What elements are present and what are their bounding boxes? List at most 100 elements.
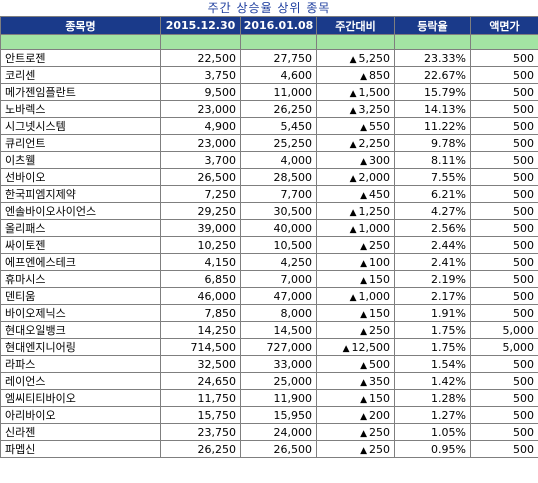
table-row: 파멥신 26,250 26,500 ▲ 250 0.95% 500 — [0, 440, 538, 458]
table-row: 덴티움 46,000 47,000 ▲ 1,000 2.17% 500 — [0, 287, 538, 305]
par-value: 500 — [470, 372, 538, 390]
par-value: 500 — [470, 236, 538, 254]
price-2016-01-08: 7,700 — [240, 185, 317, 203]
weekly-change: ▲ 2,250 — [316, 134, 395, 152]
stock-name: 에프엔에스테크 — [0, 253, 161, 271]
table-row: 라파스 32,500 33,000 ▲ 500 1.54% 500 — [0, 355, 538, 373]
weekly-change: ▲ 850 — [316, 66, 395, 84]
weekly-change: ▲ 150 — [316, 270, 395, 288]
weekly-change: ▲ 350 — [316, 372, 395, 390]
change-rate: 2.56% — [394, 219, 471, 237]
weekly-change: ▲ 100 — [316, 253, 395, 271]
change-value: 1,250 — [358, 204, 391, 218]
weekly-change: ▲ 500 — [316, 355, 395, 373]
weekly-change: ▲ 1,250 — [316, 202, 395, 220]
price-2015-12-30: 4,150 — [160, 253, 241, 271]
par-value: 500 — [470, 440, 538, 458]
price-2016-01-08: 14,500 — [240, 321, 317, 339]
change-rate: 2.41% — [394, 253, 471, 271]
stock-name: 휴마시스 — [0, 270, 161, 288]
price-2016-01-08: 4,600 — [240, 66, 317, 84]
weekly-change: ▲ 1,000 — [316, 219, 395, 237]
change-rate: 1.42% — [394, 372, 471, 390]
price-2015-12-30: 23,000 — [160, 100, 241, 118]
change-rate: 22.67% — [394, 66, 471, 84]
change-value: 250 — [369, 425, 390, 439]
change-rate: 1.05% — [394, 423, 471, 441]
weekly-change: ▲ 250 — [316, 423, 395, 441]
triangle-up-icon: ▲ — [360, 394, 367, 405]
price-2016-01-08: 7,000 — [240, 270, 317, 288]
par-value: 500 — [470, 355, 538, 373]
par-value: 500 — [470, 151, 538, 169]
triangle-up-icon: ▲ — [360, 377, 367, 388]
par-value: 5,000 — [470, 338, 538, 356]
par-value: 500 — [470, 185, 538, 203]
par-value: 500 — [470, 406, 538, 424]
header-rate: 등락율 — [394, 16, 471, 35]
stock-name: 현대엔지니어링 — [0, 338, 161, 356]
price-2016-01-08: 727,000 — [240, 338, 317, 356]
header-date-1: 2015.12.30 — [160, 16, 241, 35]
header-weekly-change: 주간대비 — [316, 16, 395, 35]
change-rate: 15.79% — [394, 83, 471, 101]
par-value: 500 — [470, 168, 538, 186]
change-value: 200 — [369, 408, 390, 422]
table-row: 레이언스 24,650 25,000 ▲ 350 1.42% 500 — [0, 372, 538, 390]
par-value: 500 — [470, 287, 538, 305]
table-row: 싸이토젠 10,250 10,500 ▲ 250 2.44% 500 — [0, 236, 538, 254]
price-2016-01-08: 4,000 — [240, 151, 317, 169]
change-value: 150 — [369, 306, 390, 320]
change-value: 850 — [369, 68, 390, 82]
triangle-up-icon: ▲ — [349, 54, 357, 65]
price-2016-01-08: 11,900 — [240, 389, 317, 407]
table-row: 이츠웰 3,700 4,000 ▲ 300 8.11% 500 — [0, 151, 538, 169]
table-row: 엠씨티티바이오 11,750 11,900 ▲ 150 1.28% 500 — [0, 389, 538, 407]
stock-name: 라파스 — [0, 355, 161, 373]
header-name: 종목명 — [0, 16, 161, 35]
change-value: 1,000 — [358, 221, 391, 235]
price-2016-01-08: 47,000 — [240, 287, 317, 305]
change-value: 3,250 — [358, 102, 391, 116]
price-2015-12-30: 11,750 — [160, 389, 241, 407]
par-value: 500 — [470, 389, 538, 407]
triangle-up-icon: ▲ — [360, 258, 367, 269]
price-2015-12-30: 23,750 — [160, 423, 241, 441]
par-value: 500 — [470, 253, 538, 271]
triangle-up-icon: ▲ — [349, 88, 357, 99]
table-row: 휴마시스 6,850 7,000 ▲ 150 2.19% 500 — [0, 270, 538, 288]
price-2015-12-30: 29,250 — [160, 202, 241, 220]
triangle-up-icon: ▲ — [360, 190, 367, 201]
change-value: 100 — [369, 255, 390, 269]
change-rate: 9.78% — [394, 134, 471, 152]
header-date-2: 2016.01.08 — [240, 16, 317, 35]
table-row: 노바렉스 23,000 26,250 ▲ 3,250 14.13% 500 — [0, 100, 538, 118]
table-row: 코리센 3,750 4,600 ▲ 850 22.67% 500 — [0, 66, 538, 84]
par-value: 500 — [470, 134, 538, 152]
triangle-up-icon: ▲ — [360, 275, 367, 286]
change-rate: 1.54% — [394, 355, 471, 373]
stock-name: 노바렉스 — [0, 100, 161, 118]
price-2016-01-08: 30,500 — [240, 202, 317, 220]
par-value: 500 — [470, 117, 538, 135]
header-par-value: 액면가 — [470, 16, 538, 35]
price-2016-01-08: 10,500 — [240, 236, 317, 254]
price-2015-12-30: 26,500 — [160, 168, 241, 186]
weekly-change: ▲ 250 — [316, 440, 395, 458]
header-row: 종목명 2015.12.30 2016.01.08 주간대비 등락율 액면가 — [0, 16, 538, 35]
price-2016-01-08: 26,250 — [240, 100, 317, 118]
stock-name: 선바이오 — [0, 168, 161, 186]
change-value: 150 — [369, 391, 390, 405]
stock-name: 한국피엠지제약 — [0, 185, 161, 203]
stock-name: 코리센 — [0, 66, 161, 84]
weekly-change: ▲ 12,500 — [316, 338, 395, 356]
change-value: 250 — [369, 238, 390, 252]
weekly-change: ▲ 150 — [316, 304, 395, 322]
price-2015-12-30: 14,250 — [160, 321, 241, 339]
change-rate: 14.13% — [394, 100, 471, 118]
change-value: 1,500 — [358, 85, 391, 99]
price-2016-01-08: 5,450 — [240, 117, 317, 135]
triangle-up-icon: ▲ — [342, 343, 350, 354]
table-row: 엔솔바이오사이언스 29,250 30,500 ▲ 1,250 4.27% 500 — [0, 202, 538, 220]
stock-name: 파멥신 — [0, 440, 161, 458]
